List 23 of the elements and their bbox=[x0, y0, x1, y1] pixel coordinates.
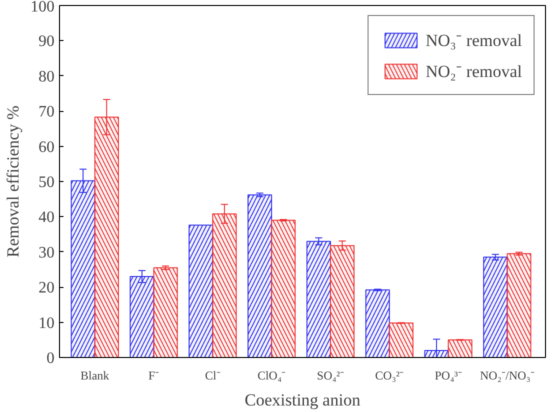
x-tick-label: Blank bbox=[80, 368, 110, 382]
y-tick-label: 0 bbox=[46, 350, 54, 367]
y-tick-label: 50 bbox=[38, 174, 54, 191]
x-axis-title: Coexisting anion bbox=[244, 390, 361, 410]
x-tick-label: CO₃²⁻ bbox=[375, 368, 404, 382]
x-tick-label: ClO₄⁻ bbox=[257, 368, 286, 382]
y-tick-label: 20 bbox=[38, 280, 54, 297]
x-tick-label: PO₄³⁻ bbox=[434, 368, 462, 382]
x-tick-label: F⁻ bbox=[148, 368, 160, 382]
legend-label: NO₂⁻ removal bbox=[426, 61, 522, 82]
y-tick-label: 10 bbox=[38, 314, 54, 332]
y-tick-label: 40 bbox=[38, 209, 54, 226]
y-tick-label: 90 bbox=[38, 33, 54, 50]
x-tick-label: Cl⁻ bbox=[204, 368, 220, 382]
x-tick-label: SO₄²⁻ bbox=[316, 368, 344, 382]
x-tick-label: NO₂⁻/NO₃⁻ bbox=[480, 368, 534, 382]
y-tick-label: 70 bbox=[38, 104, 54, 121]
y-tick-label: 60 bbox=[38, 138, 54, 156]
y-axis-title: Removal efficiency % bbox=[4, 106, 22, 258]
y-tick-label: 100 bbox=[30, 0, 54, 16]
y-tick-label: 30 bbox=[38, 244, 54, 262]
legend-label: NO₃⁻ removal bbox=[426, 30, 522, 51]
y-tick-label: 80 bbox=[38, 68, 54, 86]
